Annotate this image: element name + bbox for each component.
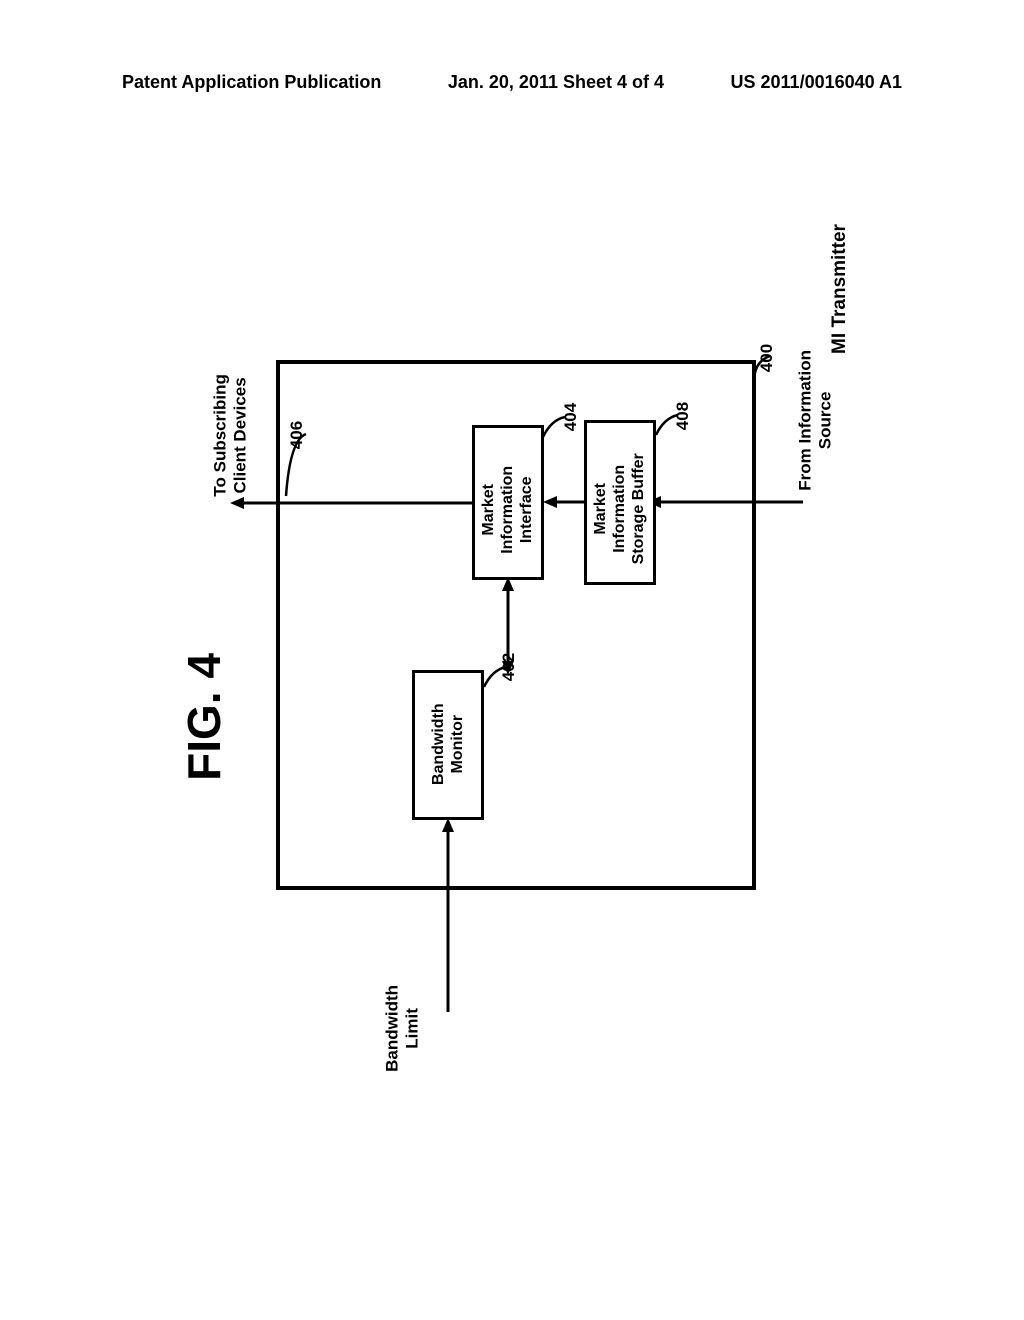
- header-left: Patent Application Publication: [122, 72, 381, 93]
- leader-400: [750, 356, 780, 386]
- header-right: US 2011/0016040 A1: [731, 72, 902, 93]
- arrow-monitor-interface: [498, 577, 518, 675]
- label-bandwidth-monitor: Bandwidth Monitor: [429, 686, 467, 802]
- leader-404: [543, 417, 571, 443]
- figure-label: FIG. 4: [177, 653, 231, 781]
- arrow-interface-to-clients: [230, 493, 480, 513]
- leader-406: [284, 434, 310, 499]
- to-clients-label: To Subscribing Client Devices: [211, 340, 252, 530]
- arrow-source-to-buffer: [647, 492, 807, 512]
- from-source-label: From Information Source: [796, 320, 837, 520]
- page-header: Patent Application Publication Jan. 20, …: [0, 72, 1024, 93]
- arrow-limit-to-monitor: [438, 816, 458, 1016]
- arrow-buffer-to-interface: [543, 492, 593, 512]
- leader-408: [656, 415, 684, 441]
- label-interface: Market Information Interface: [479, 447, 537, 573]
- label-storage-buffer: Market Information Storage Buffer: [591, 439, 649, 579]
- bandwidth-limit-label: Bandwidth Limit: [383, 968, 424, 1088]
- header-center: Jan. 20, 2011 Sheet 4 of 4: [448, 72, 664, 93]
- diagram: MI Transmitter 400 From Information Sour…: [100, 170, 930, 1220]
